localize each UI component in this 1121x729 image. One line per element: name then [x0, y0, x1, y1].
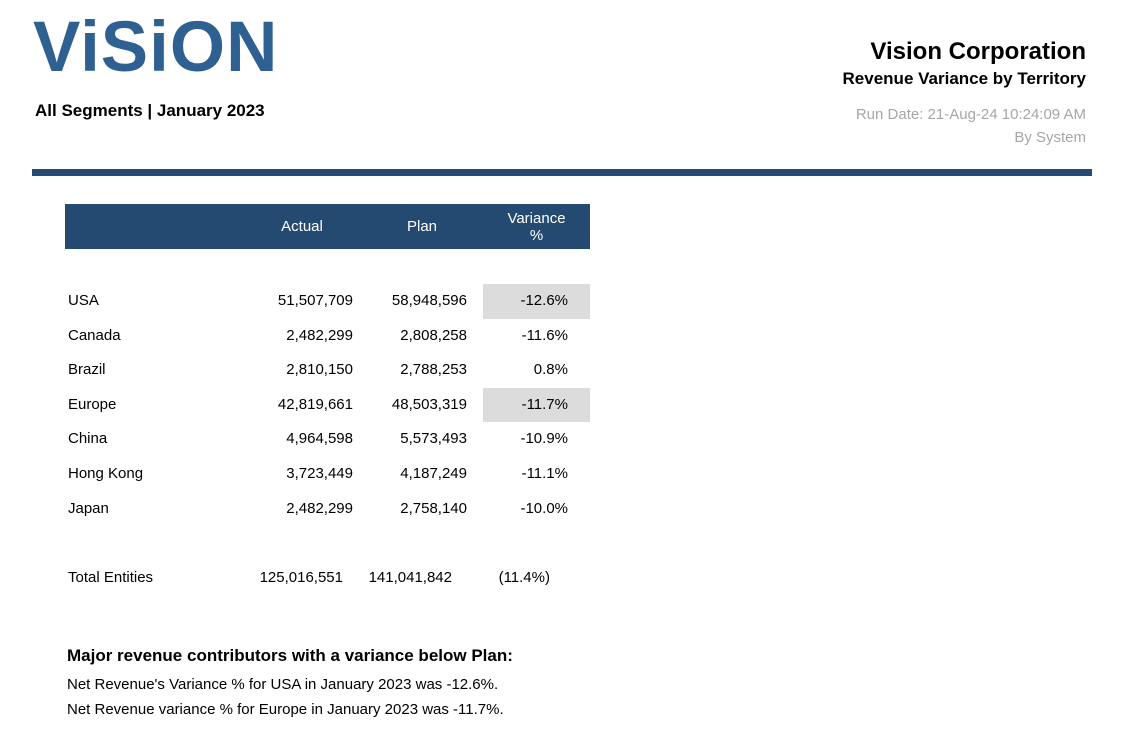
variance-cell: 0.8%: [533, 361, 568, 379]
table-row: China 4,964,598 5,573,493 -10.9%: [65, 422, 590, 457]
variance-cell: -11.1%: [521, 464, 568, 482]
variance-cell: -11.7%: [483, 387, 590, 423]
footer-summary: Major revenue contributors with a varian…: [67, 645, 513, 722]
total-label: Total Entities: [68, 569, 154, 587]
table-row: USA 51,507,709 58,948,596 -12.6%: [65, 284, 590, 319]
table-header-row: Actual Plan Variance %: [65, 204, 590, 249]
table-row: Japan 2,482,299 2,758,140 -10.0%: [65, 492, 590, 527]
territory-cell: Europe: [68, 395, 117, 413]
plan-cell: 5,573,493: [400, 430, 467, 448]
footer-line-usa: Net Revenue's Variance % for USA in Janu…: [67, 676, 499, 693]
total-plan-value: 141,041,842: [368, 569, 452, 587]
total-variance-value: (11.4%): [498, 569, 550, 587]
plan-cell: 2,808,258: [400, 326, 467, 344]
table-row: Hong Kong 3,723,449 4,187,249 -11.1%: [65, 457, 590, 492]
table-row: Europe 42,819,661 48,503,319 -11.7%: [65, 387, 590, 423]
plan-cell: 58,948,596: [391, 292, 467, 309]
actual-cell: 2,482,299: [286, 326, 353, 344]
report-scope-label: All Segments | January 2023: [35, 101, 265, 120]
table-spacer: [65, 249, 590, 284]
report-subtitle: Revenue Variance by Territory: [842, 69, 1086, 88]
actual-cell: 3,723,449: [286, 464, 353, 482]
variance-cell: -10.0%: [520, 499, 568, 517]
territory-cell: Canada: [68, 326, 121, 344]
report-title-block: Vision Corporation Revenue Variance by T…: [843, 38, 1086, 147]
actual-cell: 51,507,709: [277, 292, 353, 309]
table-row: Brazil 2,810,150 2,788,253 0.8%: [65, 353, 590, 388]
footer-line-europe: Net Revenue variance % for Europe in Jan…: [67, 701, 504, 718]
total-actual-value: 125,016,551: [259, 569, 343, 587]
plan-cell: 2,758,140: [400, 499, 467, 517]
table-total-row: Total Entities 125,016,551 141,041,842 (…: [65, 560, 590, 595]
table-row: Canada 2,482,299 2,808,258 -11.6%: [65, 319, 590, 354]
footer-heading: Major revenue contributors with a varian…: [67, 646, 513, 665]
report-title: Vision Corporation: [870, 38, 1086, 65]
actual-cell: 4,964,598: [286, 430, 353, 448]
actual-cell: 2,482,299: [286, 499, 353, 517]
plan-cell: 4,187,249: [400, 464, 467, 482]
territory-cell: USA: [68, 292, 99, 309]
column-header-territory: [65, 204, 243, 249]
actual-cell: 2,810,150: [286, 361, 353, 379]
run-by-label: By System: [1014, 129, 1086, 146]
territory-cell: Brazil: [68, 361, 106, 379]
vision-logo: ViSiON: [33, 8, 279, 87]
header-divider: [32, 169, 1092, 176]
table-body: USA 51,507,709 58,948,596 -12.6% Canada …: [65, 284, 590, 526]
variance-cell: -12.6%: [483, 284, 590, 319]
variance-cell: -11.6%: [521, 326, 568, 344]
column-header-variance: Variance %: [507, 209, 566, 244]
plan-cell: 2,788,253: [400, 361, 467, 379]
variance-table: Actual Plan Variance % USA 51,507,709 58…: [65, 204, 590, 595]
plan-cell: 48,503,319: [391, 395, 467, 413]
column-header-actual: Actual: [281, 218, 323, 235]
variance-cell: -10.9%: [520, 430, 568, 448]
territory-cell: Japan: [68, 499, 109, 517]
actual-cell: 42,819,661: [277, 395, 353, 413]
table-spacer: [65, 526, 590, 560]
run-date-label: Run Date: 21-Aug-24 10:24:09 AM: [855, 106, 1086, 123]
territory-cell: China: [68, 430, 108, 448]
column-header-plan: Plan: [406, 218, 438, 235]
territory-cell: Hong Kong: [68, 464, 144, 482]
